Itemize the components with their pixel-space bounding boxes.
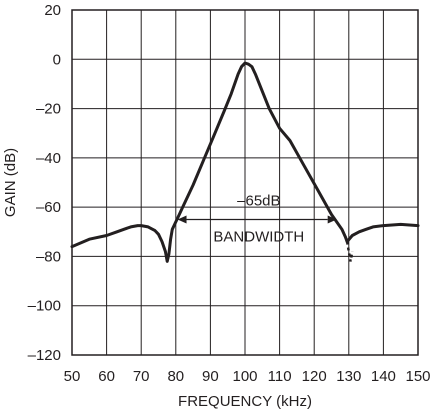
gain-curve-segment-2	[345, 222, 420, 244]
x-tick-label-2: 70	[133, 368, 150, 385]
x-tick-label-5: 100	[232, 368, 257, 385]
x-tick-label-3: 80	[167, 368, 184, 385]
y-tick-label-1: 0	[53, 51, 61, 68]
x-tick-label-10: 150	[405, 368, 430, 385]
y-axis-tick-labels: 20 0 –20 –40 –60 –80 –100 –120	[28, 2, 61, 364]
y-tick-label-7: –120	[28, 347, 61, 364]
y-tick-label-0: 20	[44, 2, 61, 19]
bandwidth-arrow-right-head	[327, 215, 337, 224]
plot-frame	[71, 9, 419, 356]
gain-curve-group	[70, 61, 420, 263]
x-tick-label-9: 140	[371, 368, 396, 385]
x-tick-label-1: 60	[98, 368, 115, 385]
bandwidth-annotation: –65dB BANDWIDTH	[177, 193, 337, 246]
x-tick-label-0: 50	[64, 368, 81, 385]
gain-curve-segment-1	[345, 241, 354, 262]
x-tick-label-4: 90	[202, 368, 219, 385]
y-tick-label-2: –20	[36, 101, 61, 118]
annotation-minus-65db: –65dB	[237, 193, 280, 210]
x-tick-label-8: 130	[336, 368, 361, 385]
y-tick-label-3: –40	[36, 150, 61, 167]
y-tick-label-5: –80	[36, 248, 61, 265]
y-tick-label-6: –100	[28, 298, 61, 315]
x-tick-label-7: 120	[302, 368, 327, 385]
x-axis-tick-labels: 50 60 70 80 90 100 110 120 130 140 150	[64, 368, 431, 385]
y-axis-title: GAIN (dB)	[2, 148, 19, 217]
gain-curve-segment-0	[70, 61, 349, 263]
bandwidth-arrow-left-head	[177, 215, 187, 224]
y-tick-label-4: –60	[36, 199, 61, 216]
x-tick-label-6: 110	[268, 368, 292, 385]
x-axis-title: FREQUENCY (kHz)	[178, 393, 312, 410]
annotation-bandwidth: BANDWIDTH	[213, 229, 304, 246]
